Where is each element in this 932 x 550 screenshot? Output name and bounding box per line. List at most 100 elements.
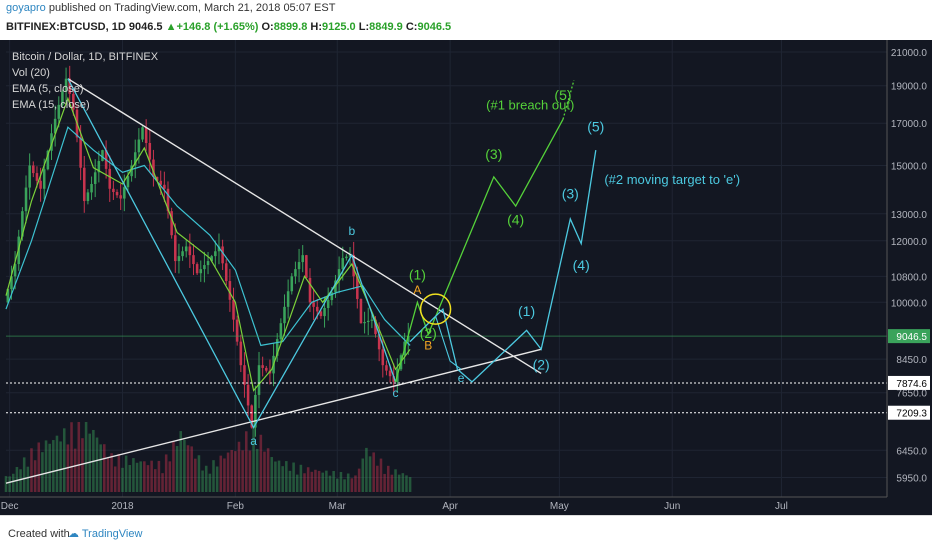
- candle-body: [32, 165, 35, 174]
- tradingview-brand: TradingView: [81, 528, 143, 540]
- candle-body: [385, 365, 388, 371]
- price-tag-label: 7874.6: [896, 379, 927, 390]
- volume-bar: [266, 448, 270, 492]
- candle-body: [214, 251, 217, 257]
- volume-bar: [106, 457, 110, 492]
- candle-body: [86, 192, 90, 202]
- volume-bar: [321, 472, 324, 492]
- candle-body: [115, 191, 119, 196]
- volume-bar: [383, 473, 386, 492]
- candle-body: [10, 276, 13, 290]
- volume-bar: [226, 452, 230, 492]
- price-tick-label: 10000.0: [891, 298, 928, 309]
- volume-bar: [215, 466, 219, 492]
- volume-bar: [299, 464, 303, 492]
- low-label: L:: [358, 21, 370, 33]
- volume-bar: [248, 450, 252, 492]
- volume-bar: [230, 450, 233, 492]
- candle-body: [265, 367, 268, 371]
- volume-bar: [26, 466, 30, 492]
- trendline: [5, 348, 542, 484]
- tradingview-logo[interactable]: ☁ TradingView: [68, 527, 142, 540]
- candle-body: [297, 262, 301, 270]
- volume-bar: [281, 466, 284, 492]
- candle-body: [286, 291, 290, 307]
- volume-bar: [350, 478, 354, 492]
- volume-bar: [336, 478, 339, 492]
- wave-label: (3): [485, 146, 502, 162]
- candle-body: [199, 269, 203, 274]
- volume-bar: [37, 442, 41, 492]
- volume-bar: [70, 422, 73, 492]
- wave-label: (3): [562, 186, 579, 202]
- volume-bar: [288, 470, 292, 492]
- ema15-line: [5, 126, 411, 347]
- volume-bar: [394, 469, 397, 492]
- volume-bar: [328, 475, 332, 492]
- candle-body: [330, 292, 334, 301]
- candle-body: [21, 211, 24, 237]
- candle-body: [152, 159, 155, 177]
- candle-body: [28, 165, 31, 188]
- chart-area[interactable]: a b c e A B (1) (2) (3) (4) (5) (#1 breach out) (1)(…: [0, 40, 932, 515]
- candle-body: [130, 165, 133, 177]
- candle-body: [50, 133, 53, 151]
- candle-body: [257, 365, 261, 395]
- price-tick-label: 5950.0: [896, 474, 927, 485]
- volume-bar: [103, 444, 106, 492]
- volume-bar: [386, 465, 390, 492]
- wave-label: (#1 breach out): [486, 98, 574, 113]
- volume-bar: [317, 470, 321, 492]
- volume-bar: [4, 476, 8, 492]
- last-price: 9046.5: [128, 21, 163, 33]
- candle-body: [61, 91, 64, 105]
- candle-body: [290, 276, 294, 292]
- volume-bar: [48, 443, 51, 492]
- candle-body: [261, 365, 264, 368]
- highlight-circle: [419, 293, 452, 325]
- candle-body: [72, 93, 75, 110]
- candle-body: [6, 289, 10, 303]
- candle-body: [283, 306, 286, 324]
- volume-bar: [237, 441, 241, 492]
- chart-background: [0, 40, 932, 515]
- volume-bar: [22, 457, 26, 492]
- volume-bar: [295, 474, 299, 492]
- volume-bar: [361, 458, 365, 492]
- open-value: 8899.8: [273, 21, 308, 33]
- volume-bar: [146, 465, 150, 492]
- wave-label: A: [413, 283, 421, 297]
- ema5-line: [5, 96, 411, 392]
- volume-bar: [204, 465, 208, 492]
- time-tick-label: Apr: [442, 501, 458, 512]
- wave-label: c: [393, 386, 399, 400]
- candle-body: [370, 319, 374, 321]
- candle-body: [345, 256, 348, 259]
- volume-bar: [223, 458, 226, 492]
- legend-title: Bitcoin / Dollar, 1D, BITFINEX: [12, 51, 159, 63]
- volume-bar: [172, 441, 175, 492]
- candle-body: [79, 137, 82, 168]
- candle-body: [319, 311, 323, 317]
- candle-body: [305, 255, 308, 278]
- volume-bar: [175, 446, 179, 492]
- volume-bar: [99, 444, 102, 492]
- candle-body: [228, 281, 232, 300]
- candle-body: [388, 370, 392, 377]
- volume-bar: [314, 469, 317, 492]
- candle-body: [53, 118, 57, 134]
- candle-body: [119, 195, 122, 199]
- volume-bar: [194, 458, 197, 492]
- volume-bar: [52, 440, 55, 492]
- candle-body: [108, 168, 112, 189]
- candle-body: [235, 319, 239, 342]
- legend-ema5: EMA (5, close): [12, 83, 84, 95]
- time-tick-label: Dec: [1, 501, 19, 512]
- author-link[interactable]: goyapro: [6, 2, 46, 14]
- volume-bar: [128, 465, 132, 492]
- candle-body: [97, 161, 101, 173]
- price-tag: [888, 375, 930, 390]
- volume-bar: [59, 441, 62, 492]
